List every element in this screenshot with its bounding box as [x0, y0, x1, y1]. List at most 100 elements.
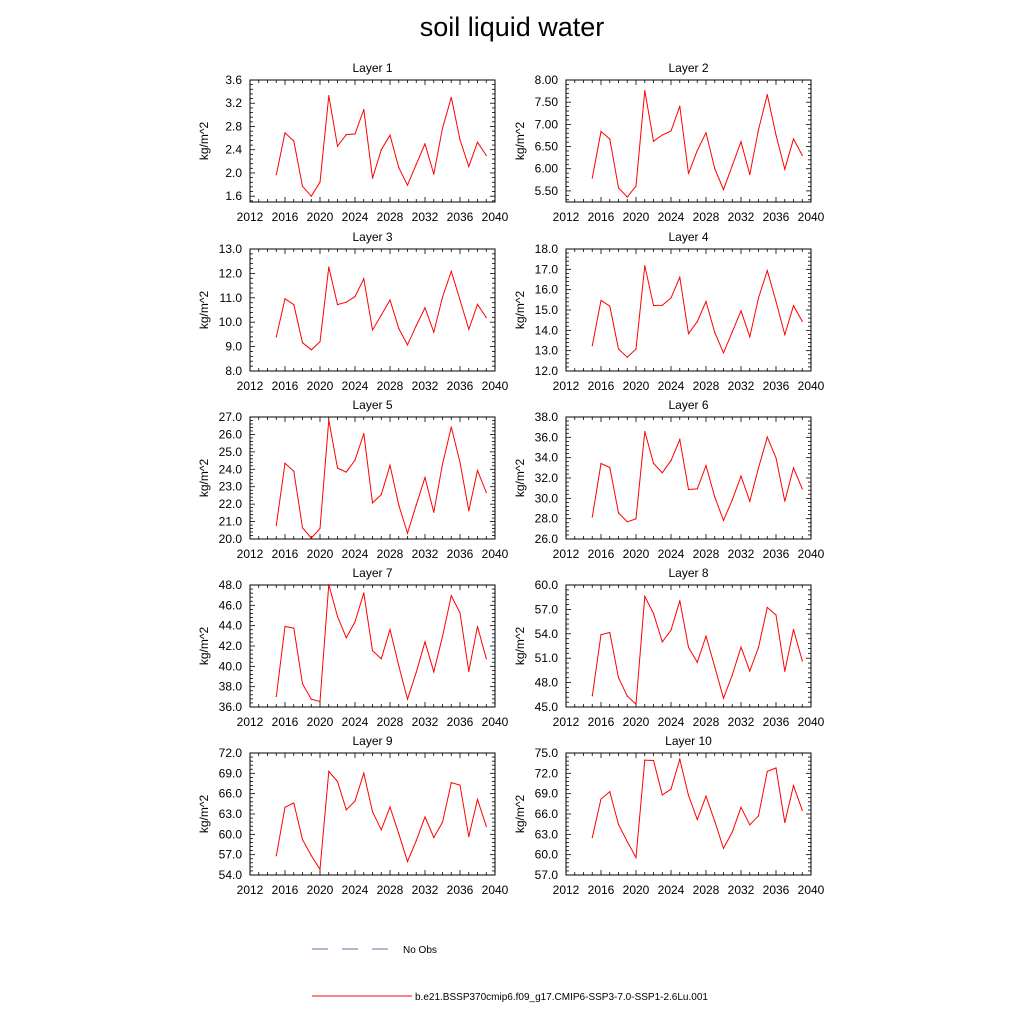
data-point [679, 438, 681, 441]
data-point [749, 336, 751, 338]
x-tick-label: 2024 [342, 547, 369, 561]
data-point [740, 646, 742, 648]
y-axis-label: kg/m^2 [513, 291, 527, 330]
series-line [591, 594, 803, 706]
data-point [363, 432, 365, 435]
data-point [784, 670, 786, 672]
series-line [591, 90, 803, 198]
data-point [354, 800, 356, 802]
data-point [775, 134, 777, 136]
data-point [644, 759, 646, 761]
data-point [476, 141, 479, 143]
data-point [485, 825, 487, 828]
data-point [792, 785, 795, 787]
y-tick-label: 27.0 [219, 410, 243, 424]
data-point [679, 758, 681, 760]
data-point [801, 809, 803, 812]
data-point [363, 109, 365, 111]
y-tick-label: 66.0 [535, 807, 559, 821]
data-point [406, 532, 409, 534]
plot-frame [249, 79, 496, 203]
data-point [389, 628, 391, 631]
data-point [644, 595, 646, 597]
data-point [284, 806, 286, 808]
panel-layer-3: Layer 3 2012 2016 2020 2024 2028 2032 2036 2040 8… [197, 230, 509, 393]
y-tick-label: 48.0 [535, 676, 559, 690]
data-point [389, 464, 391, 466]
x-tick-label: 2032 [412, 210, 439, 224]
data-point [784, 500, 786, 502]
data-point [722, 847, 725, 849]
data-point [319, 181, 321, 183]
data-point [740, 141, 742, 143]
data-point [714, 666, 716, 668]
y-tick-label: 2.0 [225, 166, 242, 180]
y-tick-label: 54.0 [219, 868, 243, 882]
x-tick-label: 2016 [272, 715, 299, 729]
y-tick-label: 7.00 [535, 117, 559, 131]
data-point [424, 476, 426, 479]
data-point [714, 820, 716, 822]
data-point [468, 670, 470, 673]
data-point [609, 305, 611, 307]
series-line [275, 266, 487, 351]
x-tick-label: 2028 [377, 379, 404, 393]
y-tick-label: 8.00 [535, 73, 559, 87]
data-point [371, 329, 374, 331]
data-point [371, 177, 374, 179]
data-point [319, 341, 321, 343]
x-tick-label: 2016 [588, 883, 615, 897]
x-tick-label: 2028 [693, 883, 720, 897]
x-tick-label: 2036 [763, 379, 790, 393]
data-point [766, 606, 768, 609]
x-tick-label: 2024 [342, 379, 369, 393]
data-point [600, 798, 602, 800]
y-tick-label: 75.0 [535, 746, 559, 760]
y-tick-label: 6.50 [535, 140, 559, 154]
y-tick-label: 15.0 [535, 303, 559, 317]
data-point [310, 195, 312, 197]
panel-layer-4: Layer 4 2012 2016 2020 2024 2028 2032 2036 2040 1… [513, 230, 825, 393]
x-tick-label: 2036 [447, 547, 474, 561]
data-point [459, 612, 461, 614]
x-tick-label: 2016 [588, 379, 615, 393]
series-line [591, 431, 803, 523]
data-point [380, 314, 382, 316]
data-point [336, 780, 339, 783]
data-point [757, 129, 760, 131]
data-point [345, 134, 347, 136]
panel-layer-2: Layer 2 2012 2016 2020 2024 2028 2032 2036 2040 5… [513, 61, 825, 224]
x-tick-label: 2012 [237, 547, 264, 561]
plot-frame [565, 79, 812, 203]
panel-layer-7: Layer 7 2012 2016 2020 2024 2028 2032 2036 2040 3… [197, 566, 509, 729]
data-point [792, 138, 795, 140]
x-tick-label: 2032 [412, 883, 439, 897]
y-tick-label: 60.0 [219, 827, 243, 841]
data-point [345, 637, 347, 639]
panel-layer-8: Layer 8 2012 2016 2020 2024 2028 2032 2036 2040 4… [513, 566, 825, 729]
data-point [784, 821, 786, 824]
y-tick-label: 5.50 [535, 184, 559, 198]
data-point [293, 304, 295, 306]
data-point [363, 278, 365, 280]
data-point [371, 502, 374, 504]
y-tick-label: 12.0 [535, 364, 559, 378]
data-point [406, 698, 409, 700]
panel-title: Layer 5 [352, 398, 392, 412]
legend: No Obs b.e21.BSSP370cmip6.f09_g17.CMIP6-S… [312, 945, 708, 1003]
y-tick-label: 2.4 [225, 143, 242, 157]
panel-title: Layer 2 [668, 61, 708, 75]
x-tick-label: 2032 [412, 715, 439, 729]
data-point [609, 138, 611, 140]
y-tick-label: 7.50 [535, 95, 559, 109]
data-point [328, 95, 330, 97]
y-tick-label: 60.0 [535, 578, 559, 592]
data-point [792, 467, 795, 469]
y-tick-label: 26.0 [219, 427, 243, 441]
data-point [450, 96, 452, 99]
x-tick-label: 2036 [763, 210, 790, 224]
data-point [284, 625, 286, 628]
y-axis-label: kg/m^2 [197, 122, 211, 161]
x-tick-label: 2040 [798, 547, 825, 561]
data-point [459, 139, 461, 141]
